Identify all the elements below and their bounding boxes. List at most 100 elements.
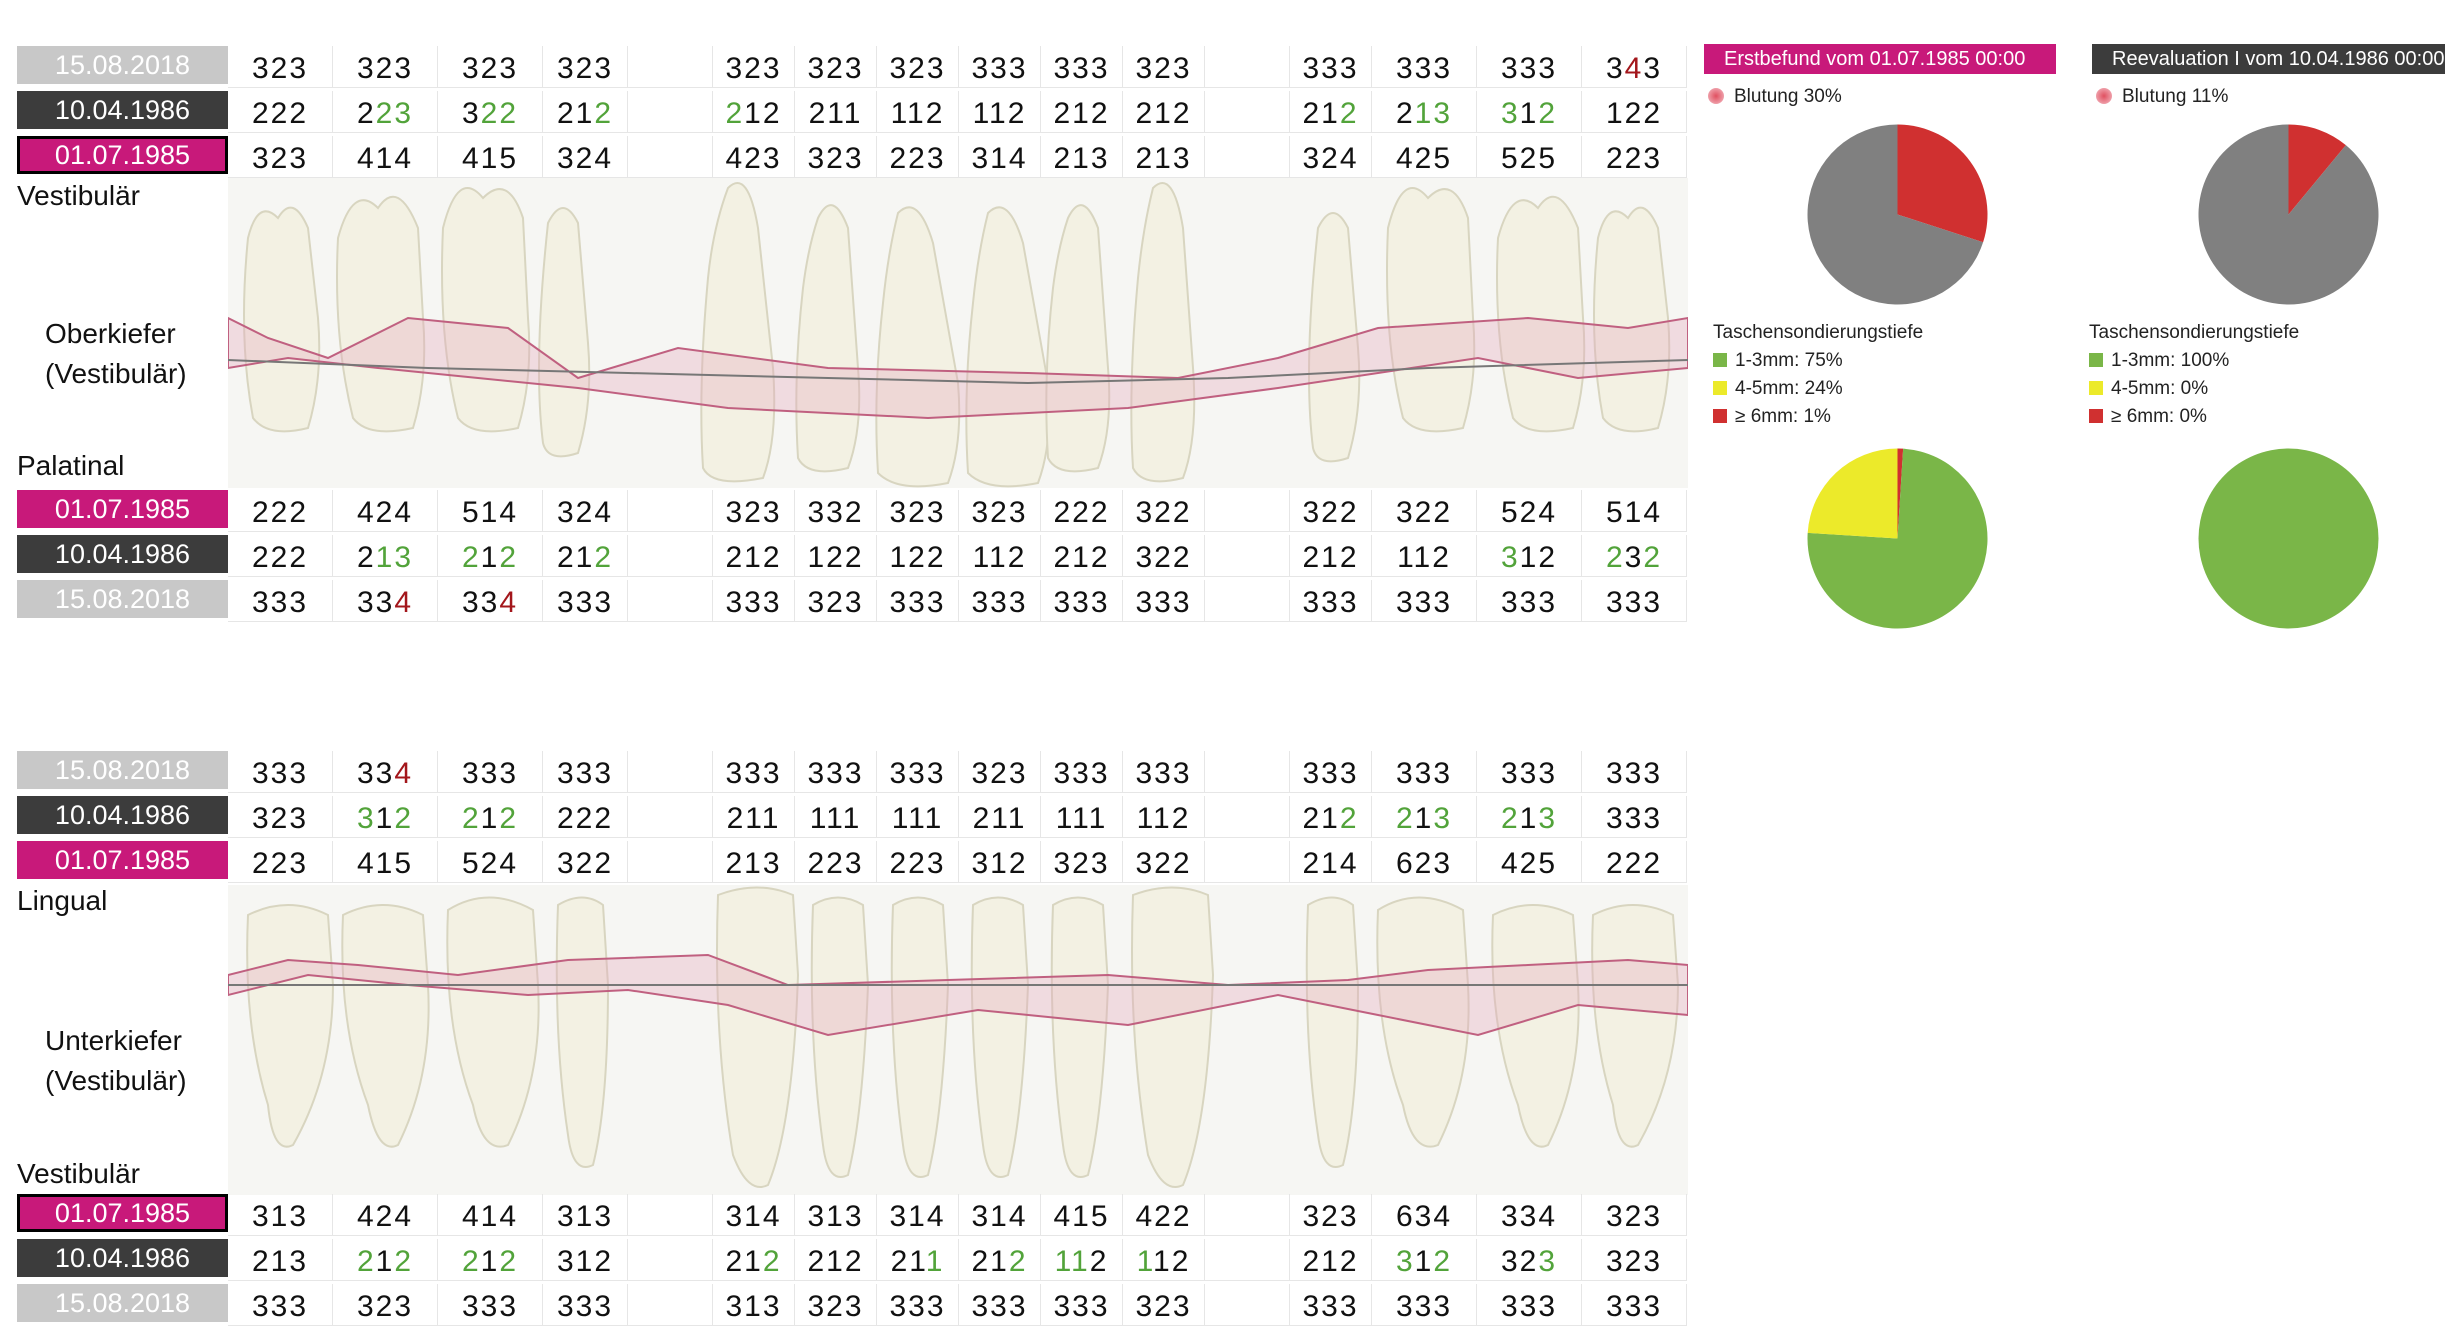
table-cell[interactable]: 333 xyxy=(795,751,877,793)
table-cell[interactable]: 212 xyxy=(713,91,795,133)
date-label-1986[interactable]: 10.04.1986 xyxy=(17,796,228,834)
table-cell[interactable]: 323 xyxy=(1123,1284,1205,1326)
table-cell[interactable]: 212 xyxy=(713,1239,795,1281)
table-cell[interactable]: 112 xyxy=(1372,535,1477,577)
table-cell[interactable]: 212 xyxy=(713,535,795,577)
table-cell[interactable]: 212 xyxy=(1290,1239,1372,1281)
table-cell[interactable]: 323 xyxy=(713,46,795,88)
table-cell[interactable]: 213 xyxy=(1372,91,1477,133)
table-cell[interactable]: 213 xyxy=(228,1239,333,1281)
table-cell[interactable]: 212 xyxy=(438,796,543,838)
date-label-1986[interactable]: 10.04.1986 xyxy=(17,1239,228,1277)
table-cell[interactable]: 213 xyxy=(333,535,438,577)
table-cell[interactable]: 332 xyxy=(795,490,877,532)
table-cell[interactable]: 112 xyxy=(959,535,1041,577)
table-cell[interactable]: 223 xyxy=(1582,136,1687,178)
table-cell[interactable]: 213 xyxy=(713,841,795,883)
table-cell[interactable]: 222 xyxy=(228,91,333,133)
table-cell[interactable]: 422 xyxy=(1123,1194,1205,1236)
date-label-1985-selected[interactable]: 01.07.1985 xyxy=(17,1194,228,1232)
table-cell[interactable]: 323 xyxy=(795,46,877,88)
table-cell[interactable]: 323 xyxy=(228,136,333,178)
table-cell[interactable]: 333 xyxy=(1477,580,1582,622)
table-cell[interactable]: 333 xyxy=(877,580,959,622)
table-cell[interactable]: 333 xyxy=(959,46,1041,88)
table-cell[interactable]: 324 xyxy=(543,490,628,532)
table-cell[interactable]: 212 xyxy=(1041,91,1123,133)
table-cell[interactable]: 313 xyxy=(228,1194,333,1236)
table-cell[interactable]: 514 xyxy=(1582,490,1687,532)
table-cell[interactable]: 323 xyxy=(877,490,959,532)
table-cell[interactable]: 111 xyxy=(1041,796,1123,838)
table-cell[interactable]: 415 xyxy=(1041,1194,1123,1236)
table-cell[interactable]: 415 xyxy=(438,136,543,178)
table-cell[interactable]: 214 xyxy=(1290,841,1372,883)
table-cell[interactable]: 333 xyxy=(228,580,333,622)
table-cell[interactable]: 223 xyxy=(795,841,877,883)
table-cell[interactable]: 223 xyxy=(333,91,438,133)
table-cell[interactable]: 312 xyxy=(1477,535,1582,577)
table-cell[interactable]: 323 xyxy=(795,136,877,178)
table-cell[interactable]: 323 xyxy=(959,490,1041,532)
table-cell[interactable]: 323 xyxy=(1582,1239,1687,1281)
table-cell[interactable]: 333 xyxy=(1582,796,1687,838)
table-cell[interactable]: 323 xyxy=(1477,1239,1582,1281)
table-cell[interactable]: 333 xyxy=(1477,46,1582,88)
table-cell[interactable]: 322 xyxy=(1372,490,1477,532)
table-cell[interactable]: 333 xyxy=(1372,751,1477,793)
table-cell[interactable]: 322 xyxy=(438,91,543,133)
table-cell[interactable]: 333 xyxy=(1477,751,1582,793)
table-cell[interactable]: 222 xyxy=(1582,841,1687,883)
table-cell[interactable]: 333 xyxy=(1290,580,1372,622)
table-cell[interactable]: 333 xyxy=(543,751,628,793)
table-cell[interactable]: 112 xyxy=(1041,1239,1123,1281)
table-cell[interactable]: 212 xyxy=(333,1239,438,1281)
table-cell[interactable]: 212 xyxy=(795,1239,877,1281)
table-cell[interactable]: 313 xyxy=(795,1194,877,1236)
table-cell[interactable]: 333 xyxy=(228,1284,333,1326)
table-cell[interactable]: 211 xyxy=(959,796,1041,838)
table-cell[interactable]: 322 xyxy=(543,841,628,883)
table-cell[interactable]: 323 xyxy=(333,1284,438,1326)
table-cell[interactable]: 333 xyxy=(1372,580,1477,622)
table-cell[interactable]: 222 xyxy=(228,535,333,577)
table-cell[interactable]: 333 xyxy=(1290,1284,1372,1326)
table-cell[interactable]: 323 xyxy=(1290,1194,1372,1236)
date-label-1985[interactable]: 01.07.1985 xyxy=(17,841,228,879)
table-cell[interactable]: 425 xyxy=(1372,136,1477,178)
table-cell[interactable]: 314 xyxy=(877,1194,959,1236)
table-cell[interactable]: 222 xyxy=(543,796,628,838)
table-cell[interactable]: 333 xyxy=(1041,580,1123,622)
table-cell[interactable]: 112 xyxy=(1123,796,1205,838)
table-cell[interactable]: 122 xyxy=(877,535,959,577)
table-cell[interactable]: 323 xyxy=(1123,46,1205,88)
table-cell[interactable]: 333 xyxy=(959,1284,1041,1326)
table-cell[interactable]: 212 xyxy=(1041,535,1123,577)
table-cell[interactable]: 323 xyxy=(543,46,628,88)
table-cell[interactable]: 323 xyxy=(713,490,795,532)
table-cell[interactable]: 212 xyxy=(1290,796,1372,838)
table-cell[interactable]: 212 xyxy=(438,535,543,577)
table-cell[interactable]: 322 xyxy=(1123,841,1205,883)
table-cell[interactable]: 333 xyxy=(543,580,628,622)
date-label-1985-selected[interactable]: 01.07.1985 xyxy=(17,136,228,174)
table-cell[interactable]: 525 xyxy=(1477,136,1582,178)
table-cell[interactable]: 212 xyxy=(543,535,628,577)
table-cell[interactable]: 323 xyxy=(959,751,1041,793)
table-cell[interactable]: 424 xyxy=(333,490,438,532)
table-cell[interactable]: 334 xyxy=(438,580,543,622)
table-cell[interactable]: 333 xyxy=(1041,46,1123,88)
table-cell[interactable]: 323 xyxy=(1041,841,1123,883)
table-cell[interactable]: 223 xyxy=(228,841,333,883)
table-cell[interactable]: 312 xyxy=(1372,1239,1477,1281)
table-cell[interactable]: 333 xyxy=(1290,751,1372,793)
table-cell[interactable]: 232 xyxy=(1582,535,1687,577)
table-cell[interactable]: 423 xyxy=(713,136,795,178)
table-cell[interactable]: 323 xyxy=(795,1284,877,1326)
table-cell[interactable]: 333 xyxy=(438,751,543,793)
table-cell[interactable]: 333 xyxy=(1372,46,1477,88)
table-cell[interactable]: 222 xyxy=(1041,490,1123,532)
table-cell[interactable]: 333 xyxy=(1123,580,1205,622)
table-cell[interactable]: 111 xyxy=(795,796,877,838)
upper-jaw-chart[interactable] xyxy=(227,178,1689,488)
